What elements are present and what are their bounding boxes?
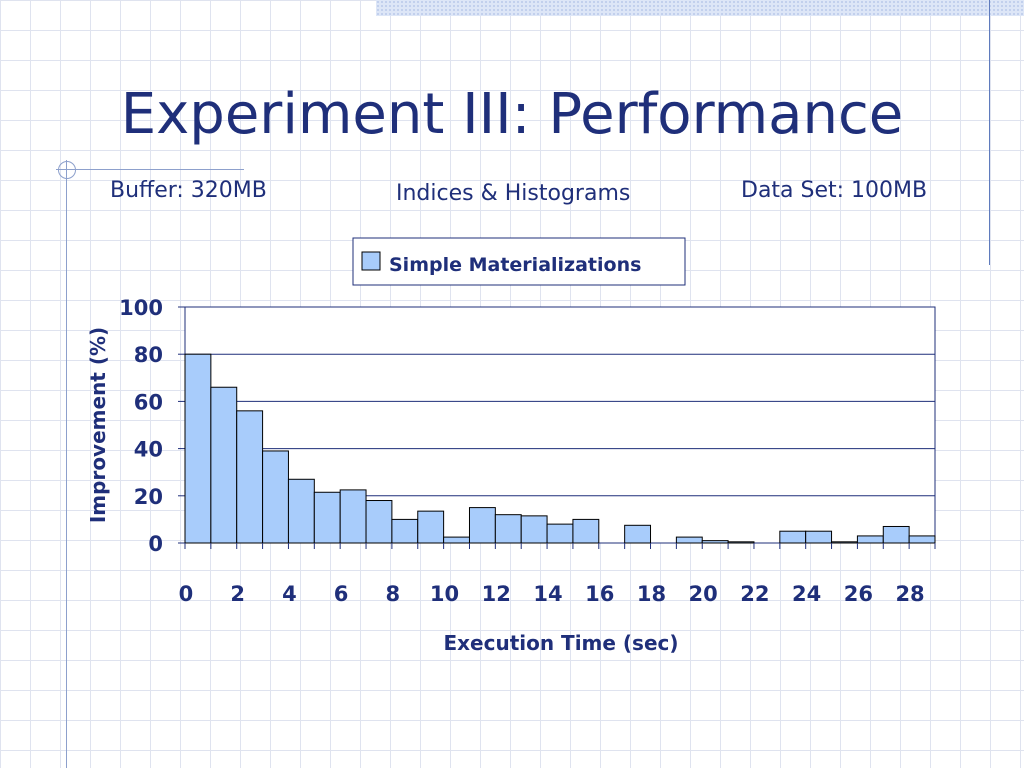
legend-box: [352, 237, 686, 286]
bar: [287, 478, 315, 544]
bar: [262, 450, 289, 544]
bar: [727, 541, 755, 544]
x-tick-label: 4: [282, 582, 297, 606]
bar: [520, 515, 548, 544]
y-axis-label: Improvement (%): [86, 327, 110, 523]
bar: [675, 536, 703, 544]
bar: [546, 523, 574, 544]
bar: [468, 507, 496, 544]
slide-title: Experiment III: Performance: [120, 82, 904, 147]
x-tick-label: 24: [792, 582, 821, 606]
x-axis-label: Execution Time (sec): [443, 631, 678, 655]
bar: [779, 530, 807, 544]
bar: [882, 525, 910, 544]
bar: [210, 386, 238, 544]
bar: [365, 500, 393, 544]
bar: [908, 535, 936, 544]
bar: [494, 514, 522, 544]
bar: [313, 491, 341, 544]
x-tick-label: 0: [179, 582, 194, 606]
y-tick-label: 0: [148, 532, 163, 556]
top-decoration-band: [376, 0, 1024, 16]
bar: [572, 518, 600, 544]
bar: [417, 510, 445, 544]
bar: [624, 524, 652, 544]
legend-swatch: [361, 251, 381, 271]
y-tick-label: 40: [134, 438, 163, 462]
y-tick-label: 80: [134, 343, 163, 367]
x-tick-label: 28: [895, 582, 924, 606]
legend-label: Simple Materializations: [389, 254, 641, 276]
x-tick-label: 14: [533, 582, 562, 606]
right-decoration-rule: [989, 0, 990, 265]
title-decoration-ring: [58, 161, 76, 179]
y-tick-label: 20: [134, 485, 163, 509]
x-tick-label: 20: [689, 582, 718, 606]
y-tick-label: 100: [119, 296, 163, 320]
dataset-subtitle: Data Set: 100MB: [741, 178, 928, 203]
bar: [184, 353, 212, 544]
bar: [391, 518, 419, 544]
x-tick-label: 12: [482, 582, 511, 606]
bar: [339, 489, 367, 544]
x-tick-label: 8: [386, 582, 401, 606]
left-decoration-rule: [66, 160, 67, 768]
title-decoration-rule: [56, 169, 244, 170]
bar: [856, 535, 884, 544]
bar: [236, 410, 264, 544]
x-tick-label: 2: [230, 582, 245, 606]
x-tick-label: 6: [334, 582, 349, 606]
x-tick-label: 16: [585, 582, 614, 606]
x-tick-label: 18: [637, 582, 666, 606]
indices-subtitle: Indices & Histograms: [396, 181, 631, 206]
bar: [805, 530, 833, 544]
bar: [443, 536, 470, 544]
y-tick-label: 60: [134, 390, 163, 414]
bar: [831, 541, 858, 544]
x-tick-label: 10: [430, 582, 459, 606]
x-tick-label: 22: [740, 582, 769, 606]
bar: [701, 540, 729, 544]
buffer-subtitle: Buffer: 320MB: [110, 178, 267, 203]
x-tick-label: 26: [844, 582, 873, 606]
